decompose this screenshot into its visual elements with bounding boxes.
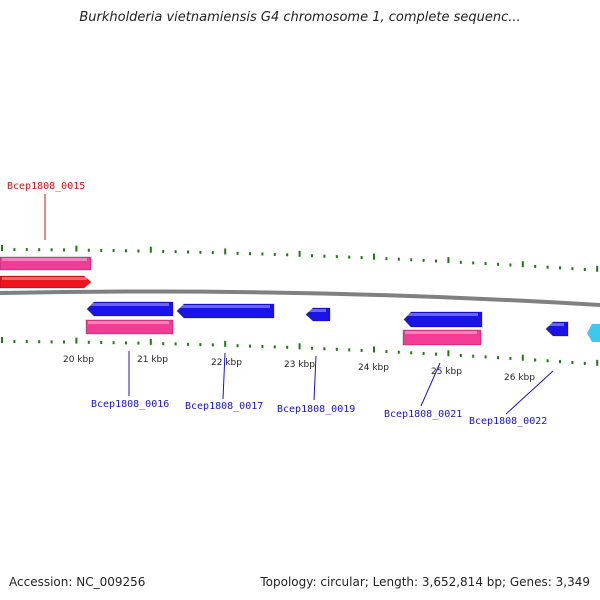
topology-text: Topology: circular; Length: 3,652,814 bp… <box>260 575 590 589</box>
scale-label: 24 kbp <box>358 363 389 373</box>
gene-arrow-blue[interactable] <box>305 307 331 322</box>
gene-arrow-blue[interactable] <box>403 311 483 328</box>
scale-label: 21 kbp <box>137 355 168 365</box>
scale-label: 26 kbp <box>504 373 535 383</box>
gene-label[interactable]: Bcep1808_0015 <box>7 181 85 192</box>
gene-arrow-blue[interactable] <box>545 321 569 337</box>
label-leader-line <box>420 362 441 407</box>
gene-bar-pink-highlight <box>2 258 87 261</box>
gene-bar-pink[interactable] <box>85 319 174 335</box>
gene-arrow-blue-highlight <box>179 305 270 308</box>
outer-tick-ring <box>1 245 599 272</box>
scale-label: 22 kbp <box>211 358 242 368</box>
label-leader-line <box>313 355 317 401</box>
chromosome-backbone <box>0 289 600 307</box>
gene-arrow-red[interactable] <box>0 275 92 289</box>
gene-arrow-blue[interactable] <box>86 301 174 317</box>
gene-bar-pink-highlight <box>405 331 477 334</box>
gene-arrow-blue-highlight <box>308 309 326 312</box>
gene-label[interactable]: Bcep1808_0022 <box>469 416 547 427</box>
accession-text: Accession: NC_009256 <box>9 575 146 589</box>
gene-label[interactable]: Bcep1808_0019 <box>277 404 355 415</box>
gene-bar-pink[interactable] <box>0 256 92 271</box>
gene-label[interactable]: Bcep1808_0021 <box>384 409 462 420</box>
gene-arrow-blue-highlight <box>548 323 564 326</box>
gene-arrow-blue-highlight <box>406 313 478 316</box>
gene-arrow-blue-highlight <box>89 303 169 306</box>
gene-arrow-blue[interactable] <box>176 303 275 319</box>
gene-arrow-cyan[interactable] <box>587 324 600 342</box>
map-title: Burkholderia vietnamiensis G4 chromosome… <box>79 10 521 25</box>
inner-tick-ring <box>1 337 599 366</box>
gene-bar-pink-highlight <box>88 321 169 324</box>
scale-label: 25 kbp <box>431 367 462 377</box>
gene-labels: Bcep1808_0015 Bcep1808_0016 Bcep1808_0017 B… <box>7 181 554 427</box>
gene-bar-pink[interactable] <box>402 329 482 346</box>
gene-label[interactable]: Bcep1808_0016 <box>91 399 169 410</box>
label-leader-line <box>222 352 226 400</box>
gene-arrow-red-highlight <box>2 277 87 280</box>
gene-label[interactable]: Bcep1808_0017 <box>185 401 263 412</box>
scale-label: 20 kbp <box>63 355 94 365</box>
label-leader-line <box>505 370 554 415</box>
scale-labels: 20 kbp 21 kbp 22 kbp 23 kbp 24 kbp 25 kbp 26 k… <box>63 355 535 383</box>
scale-label: 23 kbp <box>284 360 315 370</box>
